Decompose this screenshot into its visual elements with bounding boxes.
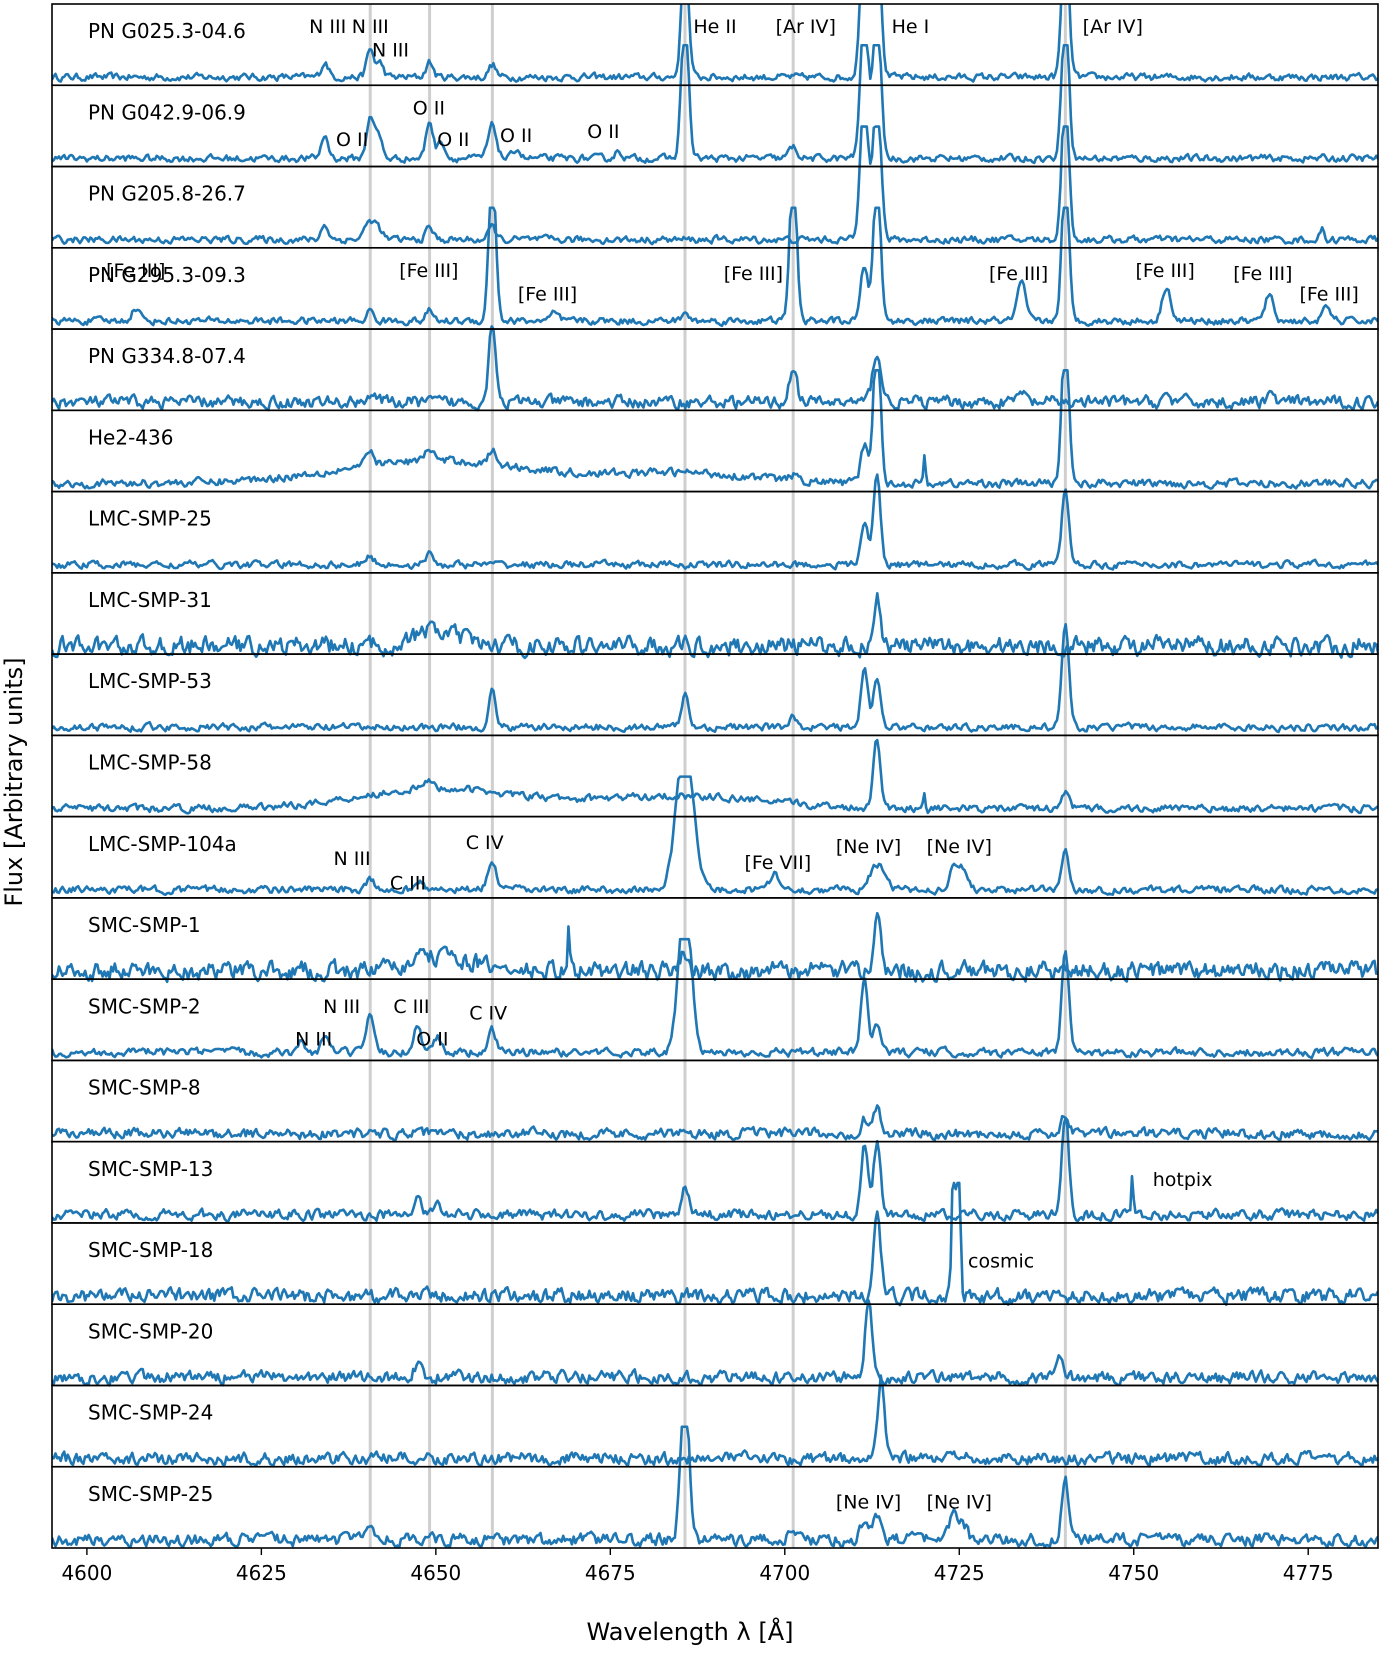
x-tick-label: 4675 (585, 1561, 636, 1585)
panel-name-label: LMC-SMP-104a (88, 832, 237, 856)
spectrum-line (52, 1116, 1378, 1223)
ion-label: [Fe III] (106, 260, 165, 282)
ion-label: [Ar IV] (776, 16, 836, 38)
ion-label: N III (352, 16, 389, 38)
panel-name-label: SMC-SMP-25 (88, 1482, 213, 1506)
panel-name-label: He2-436 (88, 425, 173, 449)
ion-label: [Fe III] (399, 260, 458, 282)
spectrum-line (52, 1374, 1378, 1468)
ion-label: [Fe III] (1233, 263, 1292, 285)
panel-name-label: LMC-SMP-53 (88, 669, 212, 693)
ion-label: [Ne IV] (836, 1492, 901, 1514)
spectrum-line (52, 1104, 1378, 1142)
panel-name-label: SMC-SMP-13 (88, 1157, 213, 1181)
spectrum-line (52, 369, 1378, 490)
panel-name-label: PN G205.8-26.7 (88, 182, 246, 206)
ion-label: C III (393, 996, 429, 1018)
spectrum-line (52, 937, 1378, 1060)
ion-label: O II (416, 1029, 448, 1051)
y-axis-label: Flux [Arbitrary units] (0, 657, 28, 906)
ion-label: [Fe III] (724, 263, 783, 285)
panel-frame (51, 653, 1379, 737)
spectrum-line (52, 592, 1378, 660)
ion-label: N III (295, 1029, 332, 1051)
ion-label: O II (437, 129, 469, 151)
x-tick-label: 4600 (61, 1561, 112, 1585)
panel-name-label: SMC-SMP-8 (88, 1076, 201, 1100)
spectrum-line (52, 125, 1378, 246)
spectrum-line (52, 775, 1378, 897)
panel-name-label: PN G025.3-04.6 (88, 19, 246, 43)
panel-frame (51, 734, 1379, 818)
ion-label: [Fe VII] (744, 852, 811, 874)
panel-labels: PN G025.3-04.6 PN G042.9-06.9 PN G205.8-26… (88, 19, 246, 1506)
x-tick-label: 4650 (410, 1561, 461, 1585)
panel-name-label: LMC-SMP-31 (88, 588, 212, 612)
panel-name-label: PN G334.8-07.4 (88, 344, 246, 368)
panel-frame (51, 978, 1379, 1062)
spectrum-line (52, 325, 1378, 412)
panel-frame (51, 1465, 1379, 1549)
ion-label: C III (390, 873, 426, 895)
spectrum-line (52, 473, 1378, 571)
ion-label: C IV (466, 832, 504, 854)
spectrum-line (52, 738, 1378, 815)
ion-label: [Ne IV] (836, 836, 901, 858)
x-tick-label: 4775 (1283, 1561, 1334, 1585)
spectra-curves (52, 4, 1378, 1548)
ion-label: He I (892, 16, 930, 38)
x-tick-label: 4725 (934, 1561, 985, 1585)
x-tick-label: 4750 (1108, 1561, 1159, 1585)
panel-name-label: PN G042.9-06.9 (88, 100, 246, 124)
ion-label: [Fe III] (1136, 260, 1195, 282)
panel-name-label: PN G295.3-09.3 (88, 263, 246, 287)
ion-label: N III (334, 848, 371, 870)
ion-label: hotpix (1153, 1169, 1213, 1191)
panel-name-label: SMC-SMP-1 (88, 913, 201, 937)
ion-label: O II (500, 125, 532, 147)
panel-name-label: LMC-SMP-25 (88, 507, 212, 531)
spectrum-line (52, 4, 1378, 83)
x-tick-label: 4625 (236, 1561, 287, 1585)
panel-name-label: LMC-SMP-58 (88, 750, 212, 774)
ion-label: He II (693, 16, 736, 38)
ion-label: cosmic (968, 1250, 1034, 1272)
panel-name-label: SMC-SMP-24 (88, 1401, 213, 1425)
spectrum-line (52, 623, 1378, 734)
ion-label: O II (336, 129, 368, 151)
ion-label: N III (323, 996, 360, 1018)
ion-label: [Fe III] (1300, 283, 1359, 305)
x-tick-label: 4700 (759, 1561, 810, 1585)
x-axis-label: Wavelength λ [Å] (587, 1617, 794, 1646)
spectrum-line (52, 1425, 1378, 1548)
ion-label: [Fe III] (989, 263, 1048, 285)
spectrum-line (52, 43, 1378, 165)
ion-label: [Fe III] (518, 283, 577, 305)
x-axis-ticks: 4600 4625 4650 4675 4700 4725 4750 4775 (61, 1548, 1334, 1585)
ion-label: O II (413, 97, 445, 119)
ion-label: N III (309, 16, 346, 38)
spectrum-line (52, 911, 1378, 984)
panel-frame (51, 84, 1379, 168)
spectrum-line (52, 1181, 1378, 1307)
spectrum-line (52, 1299, 1378, 1387)
panel-frame (51, 328, 1379, 412)
ion-label: N III (372, 40, 409, 62)
panel-frame (51, 1303, 1379, 1387)
ion-label: O II (587, 121, 619, 143)
ion-label: [Ar IV] (1083, 16, 1143, 38)
panel-name-label: SMC-SMP-20 (88, 1319, 213, 1343)
ion-label: C IV (469, 1003, 507, 1025)
panel-name-label: SMC-SMP-2 (88, 994, 201, 1018)
panel-frames (51, 3, 1379, 1549)
ion-label: [Ne IV] (927, 836, 992, 858)
spectrum-line (52, 206, 1378, 328)
panel-name-label: SMC-SMP-18 (88, 1238, 213, 1262)
ion-label: [Ne IV] (927, 1492, 992, 1514)
